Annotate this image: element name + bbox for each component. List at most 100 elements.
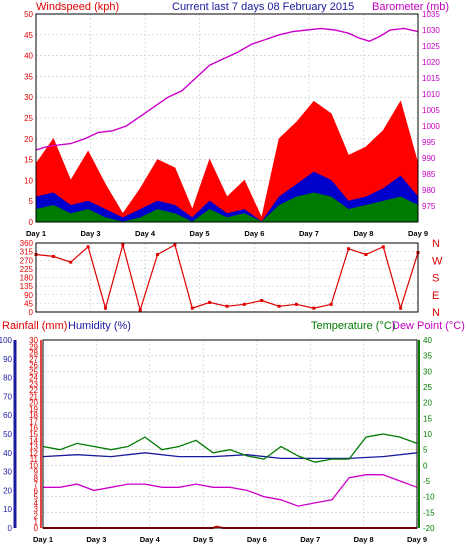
- temperature-tick-label: 10: [423, 430, 432, 439]
- barometer-tick-label: 980: [422, 186, 436, 195]
- barometer-tick-label: 985: [422, 170, 436, 179]
- wind-tick-label: 45: [24, 31, 33, 40]
- rainfall-tick-label: 24: [29, 374, 38, 383]
- rainfall-tick-label: 16: [29, 424, 38, 433]
- wind-direction-point: [399, 306, 403, 310]
- humidity-axis-title: Humidity (%): [68, 320, 131, 332]
- compass-label: E: [432, 290, 439, 302]
- temperature-tick-label: -20: [423, 524, 435, 533]
- humidity-tick-label: 20: [3, 486, 12, 495]
- wind-direction-point: [173, 243, 177, 247]
- humidity-tick-label: 70: [3, 392, 12, 401]
- day-tick-label: Day 6: [247, 535, 267, 544]
- wind-direction-point: [294, 302, 298, 306]
- chart-title: Current last 7 days 08 February 2015: [172, 1, 354, 13]
- humidity-line: [42, 452, 418, 460]
- barometer-tick-label: 1010: [422, 90, 440, 99]
- rainfall-tick-label: 19: [29, 405, 38, 414]
- dewpoint-axis-title: Dew Point (°C): [392, 320, 465, 332]
- temp-plot-frame: [42, 339, 418, 529]
- wind-tick-label: 30: [24, 93, 33, 102]
- direction-tick-label: 270: [20, 256, 34, 265]
- wind-direction-point: [138, 308, 142, 312]
- day-tick-label: Day 6: [244, 229, 264, 238]
- rainfall-tick-label: 21: [29, 392, 38, 401]
- wind-direction-point: [51, 254, 55, 258]
- humidity-tick-label: 90: [3, 355, 12, 364]
- direction-plot-frame: [35, 242, 419, 313]
- rainfall-tick-label: 26: [29, 361, 38, 370]
- compass-label: N: [432, 238, 440, 250]
- humidity-tick-label: 30: [3, 468, 12, 477]
- direction-tick-label: 360: [20, 239, 34, 248]
- wind-direction-point: [329, 302, 333, 306]
- rainfall-tick-label: 15: [29, 430, 38, 439]
- rainfall-tick-label: 25: [29, 367, 38, 376]
- barometer-line: [35, 27, 419, 151]
- rainfall-tick-label: 30: [29, 336, 38, 345]
- humidity-tick-label: 100: [0, 336, 13, 345]
- barometer-tick-label: 1030: [422, 26, 440, 35]
- temperature-tick-label: 0: [423, 461, 428, 470]
- day-tick-label: Day 3: [86, 535, 106, 544]
- direction-tick-label: 135: [20, 282, 34, 291]
- wind-direction-point: [364, 253, 368, 256]
- wind-tick-label: 20: [24, 135, 33, 144]
- wind-direction-point: [277, 304, 281, 308]
- direction-tick-label: 315: [20, 248, 34, 257]
- rainfall-tick-label: 23: [29, 380, 38, 389]
- rainfall-tick-label: 4: [34, 499, 39, 508]
- wind-direction-point: [103, 306, 107, 310]
- temperature-tick-label: 40: [423, 336, 432, 345]
- temperature-line: [42, 433, 418, 463]
- wind-tick-label: 0: [29, 218, 34, 227]
- rainfall-tick-label: 7: [34, 480, 39, 489]
- direction-tick-label: 90: [24, 291, 33, 300]
- humidity-tick-label: 80: [3, 374, 12, 383]
- wind-plot-frame: [35, 13, 419, 223]
- wind-tick-label: 35: [24, 72, 33, 81]
- wind-direction-point: [347, 247, 351, 251]
- rainfall-tick-label: 12: [29, 449, 38, 458]
- rainfall-tick-label: 18: [29, 411, 38, 420]
- rainfall-tick-label: 27: [29, 355, 38, 364]
- rainfall-tick-label: 10: [29, 461, 38, 470]
- direction-tick-label: 0: [29, 308, 34, 317]
- temperature-tick-label: 25: [423, 383, 432, 392]
- day-tick-label: Day 9: [407, 535, 427, 544]
- day-tick-label: Day 8: [353, 229, 373, 238]
- barometer-tick-label: 1005: [422, 106, 440, 115]
- temperature-axis-title: Temperature (°C): [311, 320, 395, 332]
- wind-axis-title: Windspeed (kph): [36, 1, 119, 13]
- barometer-tick-label: 1000: [422, 122, 440, 131]
- day-tick-label: Day 5: [190, 229, 210, 238]
- barometer-tick-label: 1025: [422, 42, 440, 51]
- rainfall-tick-label: 6: [34, 486, 39, 495]
- temperature-tick-label: 30: [423, 367, 432, 376]
- rainfall-tick-label: 1: [34, 518, 39, 527]
- rainfall-tick-label: 14: [29, 436, 38, 445]
- temperature-tick-label: 15: [423, 414, 432, 423]
- wind-direction-point: [260, 299, 264, 302]
- direction-tick-label: 225: [20, 265, 34, 274]
- wind-tick-label: 5: [29, 197, 34, 206]
- wind-direction-point: [381, 245, 385, 249]
- temperature-tick-label: 5: [423, 446, 428, 455]
- wind-direction-point: [156, 253, 160, 256]
- day-tick-label: Day 1: [26, 229, 46, 238]
- wind-direction-point: [190, 306, 194, 310]
- day-tick-label: Day 4: [140, 535, 161, 544]
- barometer-tick-label: 975: [422, 202, 436, 211]
- rainfall-tick-label: 11: [30, 455, 39, 464]
- rainfall-tick-label: 2: [34, 511, 39, 520]
- wind-direction-point: [312, 306, 316, 310]
- humidity-tick-label: 0: [8, 524, 13, 533]
- day-tick-label: Day 7: [299, 229, 319, 238]
- temperature-tick-label: -5: [423, 477, 431, 486]
- temperature-tick-label: -10: [423, 493, 435, 502]
- barometer-axis-title: Barometer (mb): [372, 1, 449, 13]
- humidity-tick-label: 60: [3, 411, 12, 420]
- barometer-tick-label: 1020: [422, 58, 440, 67]
- humidity-tick-label: 50: [3, 430, 12, 439]
- barometer-tick-label: 990: [422, 154, 436, 163]
